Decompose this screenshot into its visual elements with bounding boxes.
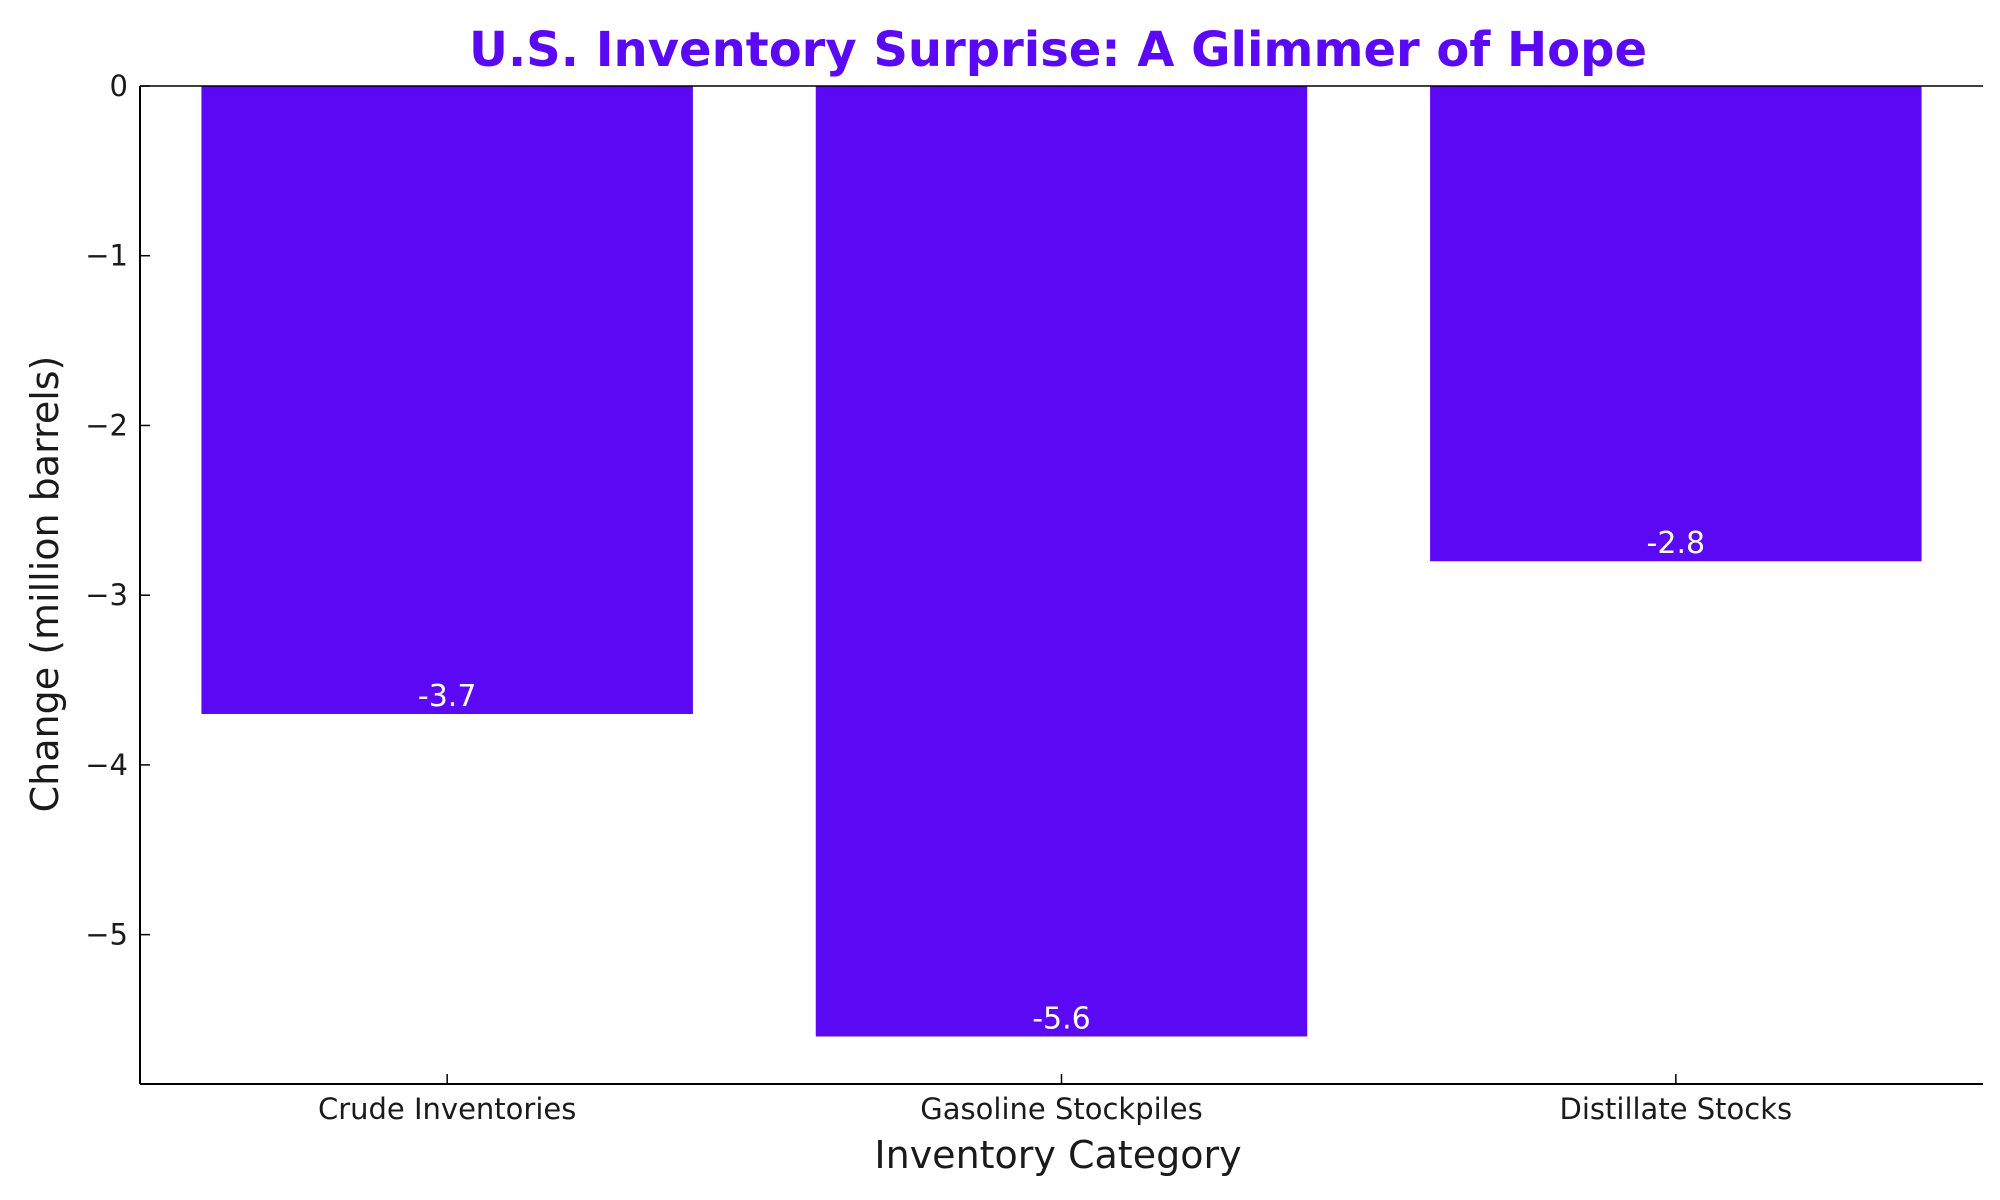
y-axis-label: Change (million barrels) [23,356,67,813]
y-tick-label: −3 [85,578,128,612]
x-axis: Crude Inventories Gasoline Stockpiles Dist… [140,85,1983,1126]
x-tick-label: Crude Inventories [318,1092,576,1126]
x-tick-label: Gasoline Stockpiles [920,1092,1202,1126]
bar-value-label: -5.6 [1032,1001,1091,1036]
bar-1 [201,86,693,714]
chart-title: U.S. Inventory Surprise: A Glimmer of Ho… [469,22,1647,78]
y-tick-label: 0 [110,69,128,103]
bar-value-label: -2.8 [1647,526,1706,561]
y-tick-label: −2 [85,408,128,442]
bar-labels-group: -3.7 -5.6 -2.8 [418,526,1705,1036]
bar-value-label: -3.7 [418,679,477,714]
bar-3 [1430,86,1922,562]
x-axis-label: Inventory Category [874,1133,1241,1177]
bar-2 [815,86,1308,1037]
y-tick-label: −1 [85,239,128,273]
x-tick-label: Distillate Stocks [1560,1092,1793,1126]
y-tick-label: −4 [85,748,128,782]
bars-group [201,86,1922,1037]
y-tick-label: −5 [85,918,128,952]
y-axis: 0 −1 −2 −3 −4 −5 [85,69,150,1084]
